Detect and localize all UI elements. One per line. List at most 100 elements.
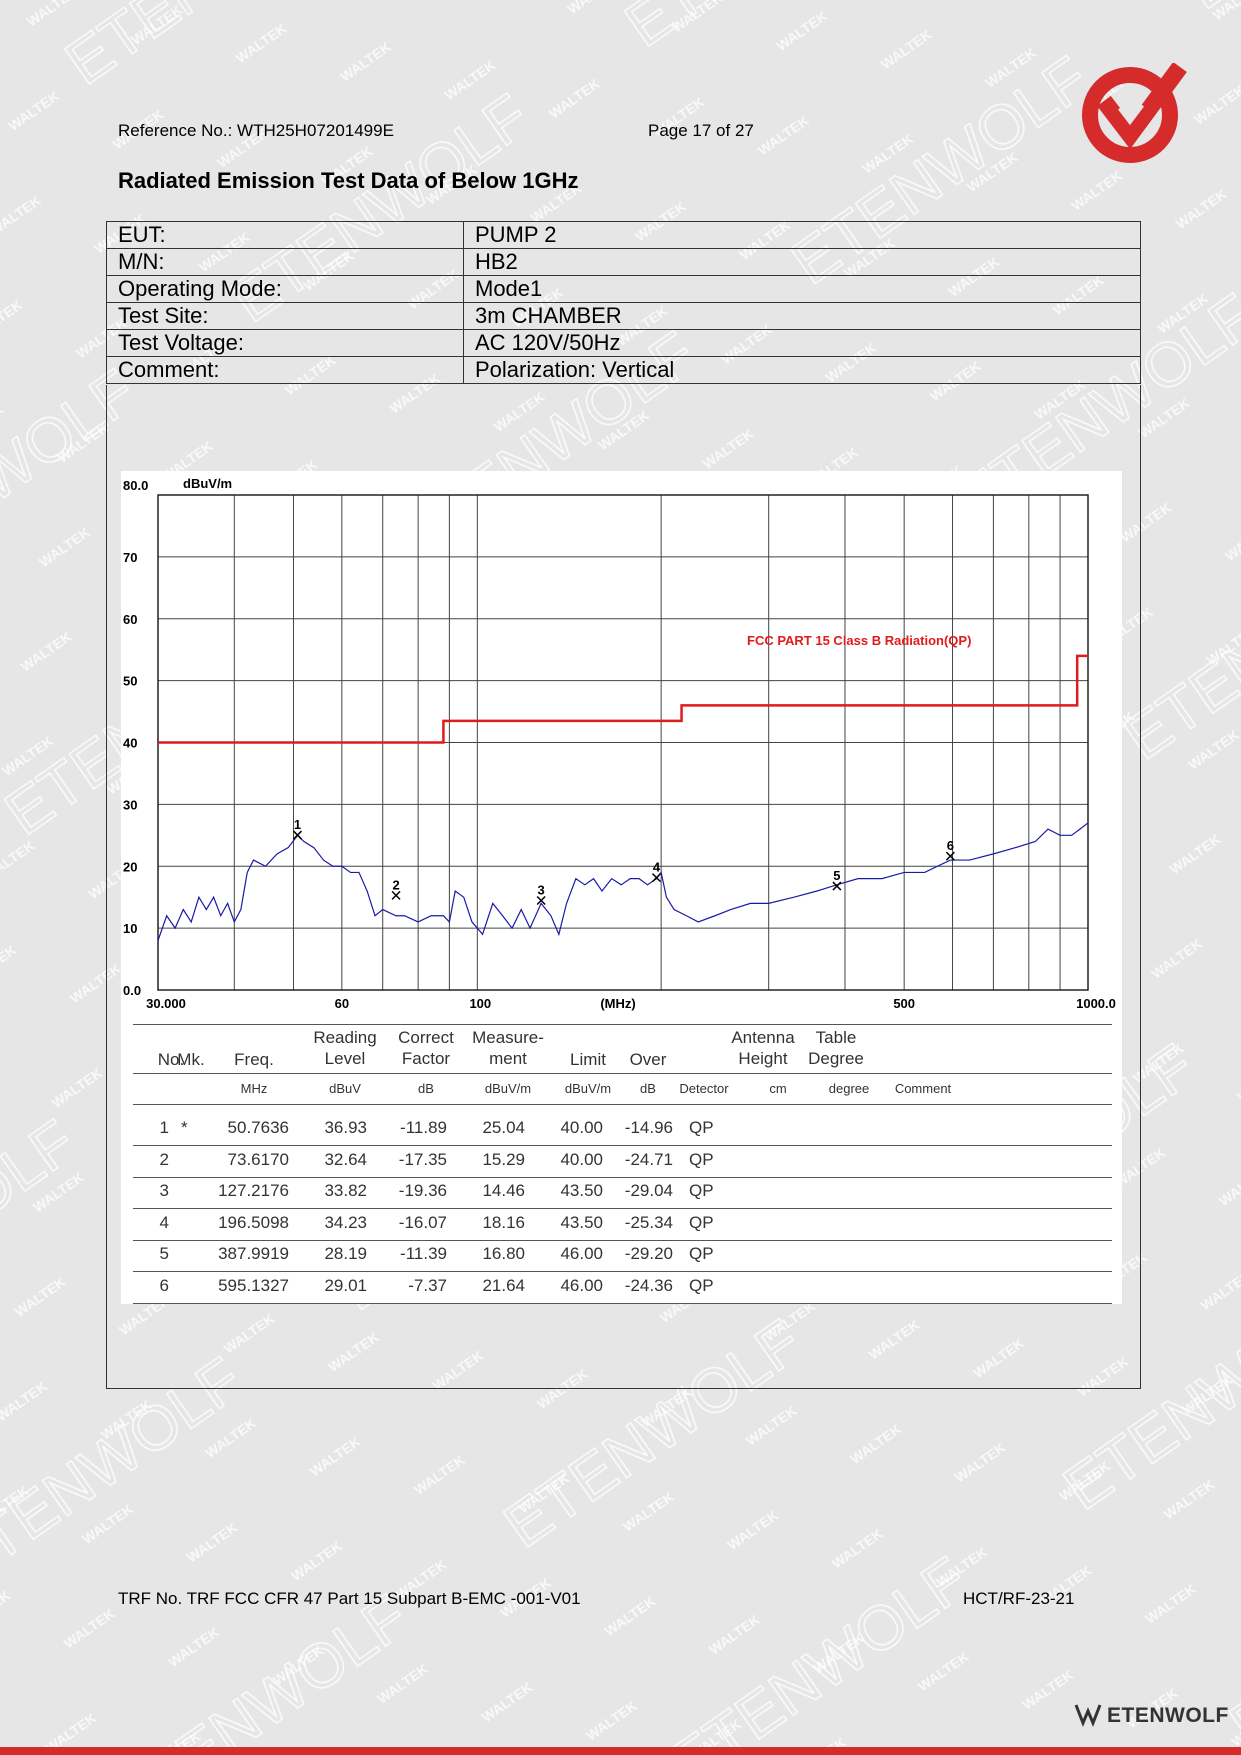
- row-measurement: 14.46: [482, 1181, 525, 1200]
- page-number: Page 17 of 27: [648, 121, 754, 140]
- table-rule: [133, 1104, 1112, 1105]
- column-header: Freq.: [220, 1049, 288, 1070]
- column-unit: dB: [418, 1081, 434, 1096]
- y-tick-label: 40: [123, 736, 137, 751]
- emission-chart: 80.0 70 60 50 40 30 20 10 0.0 dBuV/m 30.000 60 100 (M…: [123, 476, 1116, 1011]
- row-limit: 46.00: [560, 1244, 603, 1263]
- marker-x: [391, 890, 401, 900]
- row-divider: [133, 1239, 1112, 1241]
- column-header: No.: [140, 1049, 202, 1070]
- row-frequency: 595.1327: [218, 1275, 289, 1295]
- column-header: Reading Level: [310, 1027, 380, 1069]
- marker-label: 2: [392, 877, 399, 892]
- y-axis-unit-label: dBuV/m: [183, 476, 232, 491]
- column-header-line: Degree: [808, 1049, 864, 1068]
- row-detector: QP: [689, 1244, 714, 1263]
- row-reading-level: 36.93: [324, 1118, 367, 1137]
- column-header-line: Correct: [398, 1028, 454, 1047]
- column-header-line: Level: [324, 1049, 366, 1068]
- row-over: -24.36: [624, 1275, 673, 1295]
- info-value: HB2: [463, 248, 1141, 276]
- row-mark: *: [181, 1118, 188, 1137]
- row-limit: 43.50: [560, 1212, 603, 1232]
- info-label: Comment:: [106, 356, 464, 384]
- y-tick-label: 20: [123, 859, 137, 874]
- row-over: -29.20: [624, 1244, 673, 1263]
- y-tick-label: 80.0: [123, 478, 148, 493]
- marker-x: [536, 895, 546, 906]
- page-title: Radiated Emission Test Data of Below 1GH…: [118, 168, 579, 193]
- column-header-line: Height: [738, 1049, 788, 1068]
- column-header-line: Mk.: [177, 1050, 205, 1069]
- column-header: Measure-ment: [468, 1027, 548, 1069]
- row-reading-level: 34.23: [324, 1212, 367, 1232]
- column-header-line: Over: [629, 1050, 667, 1069]
- x-tick-label: 500: [893, 996, 915, 1011]
- column-unit: dBuV: [329, 1081, 361, 1096]
- marker-x: [651, 873, 662, 883]
- info-label: Operating Mode:: [106, 275, 464, 303]
- row-detector: QP: [689, 1118, 714, 1137]
- column-header-line: ment: [489, 1049, 527, 1068]
- row-detector: QP: [689, 1275, 714, 1295]
- column-header: Antenna Height: [723, 1027, 803, 1069]
- x-tick-label: 30.000: [146, 996, 186, 1011]
- column-unit: cm: [769, 1081, 787, 1096]
- row-measurement: 21.64: [482, 1275, 525, 1295]
- row-detector: QP: [689, 1149, 714, 1169]
- column-header: Correct Factor: [391, 1027, 461, 1069]
- chart-panel: 80.0 70 60 50 40 30 20 10 0.0 dBuV/m 30.000 60 100 (M…: [121, 471, 1122, 1304]
- info-label: Test Site:: [106, 302, 464, 330]
- column-unit: degree: [828, 1081, 870, 1096]
- row-divider: [133, 1271, 1112, 1272]
- row-correct-factor: -17.35: [398, 1149, 447, 1169]
- column-unit: Detector: [679, 1081, 729, 1096]
- info-row: M/N: HB2: [106, 248, 1141, 276]
- footer-code: HCT/RF-23-21: [963, 1589, 1075, 1608]
- x-tick-label: 1000.0: [1076, 996, 1116, 1011]
- column-header: Mk.: [149, 1049, 234, 1070]
- row-frequency: 387.9919: [218, 1244, 289, 1263]
- row-limit: 40.00: [560, 1149, 603, 1169]
- info-row: EUT: PUMP 2: [106, 221, 1141, 249]
- marker-label: 6: [947, 838, 954, 853]
- x-tick-label: 100: [469, 996, 491, 1011]
- waltek-logo: [1082, 63, 1187, 163]
- row-reading-level: 33.82: [324, 1181, 367, 1200]
- row-reading-level: 29.01: [324, 1275, 367, 1295]
- marker-label: 3: [538, 883, 545, 898]
- column-unit: dB: [640, 1081, 656, 1096]
- column-unit: MHz: [240, 1081, 268, 1096]
- column-header-line: Table: [815, 1028, 857, 1047]
- info-row: Test Site: 3m CHAMBER: [106, 302, 1141, 330]
- row-measurement: 18.16: [482, 1212, 525, 1232]
- row-divider: [133, 1302, 1112, 1304]
- column-unit: dBuV/m: [484, 1081, 532, 1096]
- column-unit: Comment: [894, 1081, 952, 1096]
- info-value: 3m CHAMBER: [463, 302, 1141, 330]
- row-over: -29.04: [624, 1181, 673, 1200]
- y-tick-label: 70: [123, 550, 137, 565]
- column-unit: dBuV/m: [564, 1081, 612, 1096]
- limit-label: FCC PART 15 Class B Radiation(QP): [747, 633, 971, 648]
- footer-trf: TRF No. TRF FCC CFR 47 Part 15 Subpart B…: [118, 1589, 581, 1608]
- row-frequency: 73.6170: [227, 1149, 289, 1169]
- column-header: Table Degree: [801, 1027, 871, 1069]
- etenwolf-logo-icon: [1074, 1704, 1102, 1727]
- row-correct-factor: -7.37: [408, 1275, 447, 1295]
- row-number: 1: [159, 1118, 169, 1137]
- y-tick-label: 60: [123, 612, 137, 627]
- row-frequency: 50.7636: [227, 1118, 289, 1137]
- y-tick-label: 30: [123, 797, 137, 812]
- row-number: 4: [159, 1212, 169, 1232]
- row-number: 5: [159, 1244, 169, 1263]
- row-correct-factor: -19.36: [398, 1181, 447, 1200]
- limit-line: [158, 654, 1088, 744]
- column-header-line: Reading: [313, 1028, 377, 1047]
- row-measurement: 16.80: [482, 1244, 525, 1263]
- marker-x: [945, 851, 955, 861]
- info-value: Polarization: Vertical: [463, 356, 1141, 384]
- row-frequency: 127.2176: [218, 1181, 289, 1200]
- table-rule: [133, 1024, 1112, 1025]
- column-header-line: No.: [157, 1050, 185, 1069]
